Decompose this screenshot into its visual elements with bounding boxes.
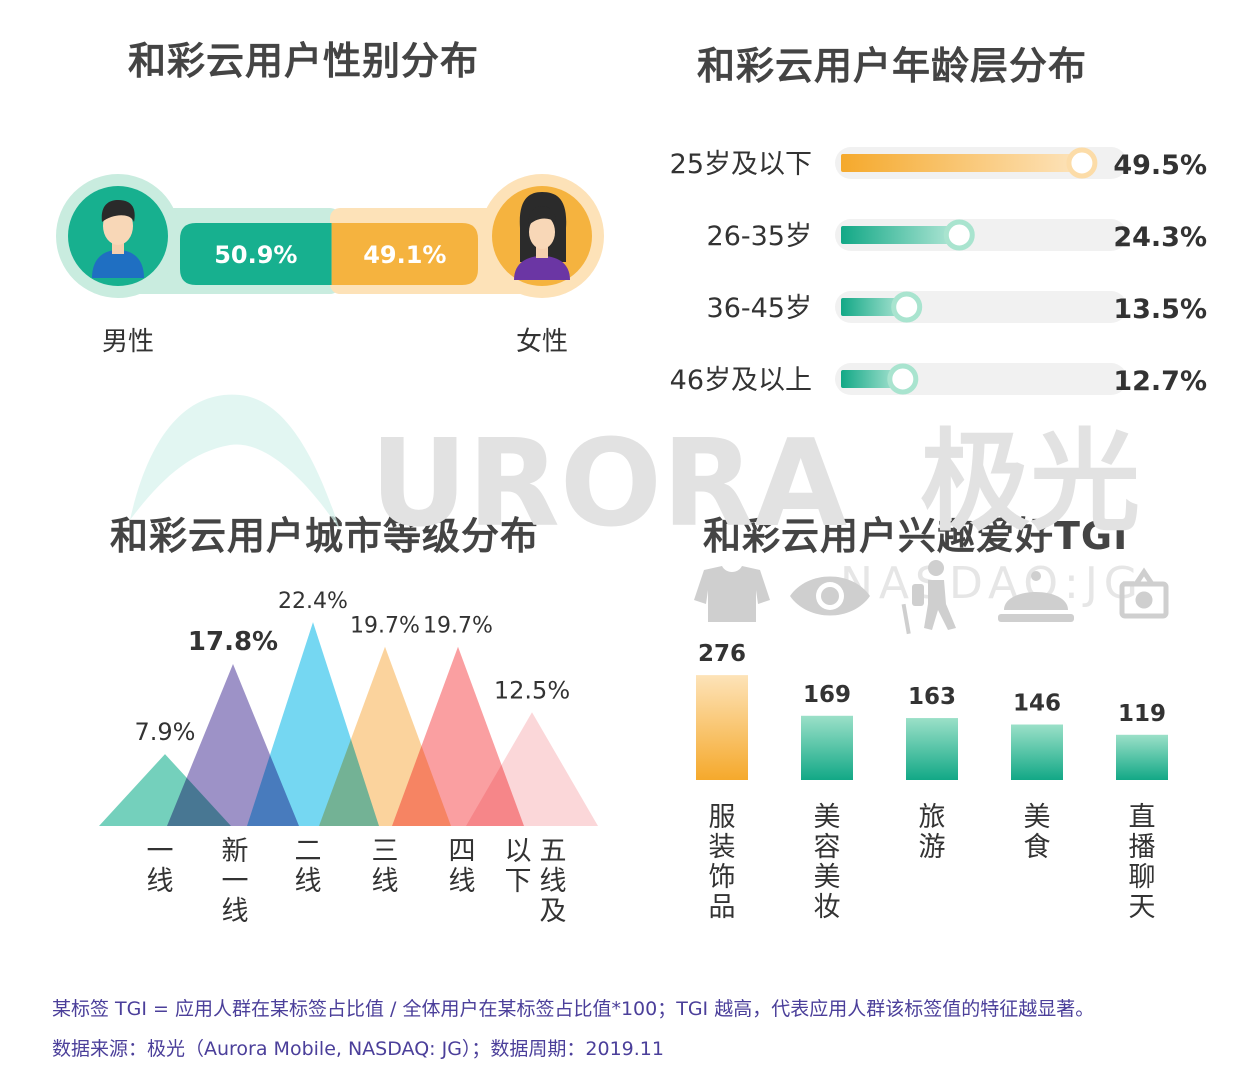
city-value-label: 7.9% [135, 718, 196, 746]
age-chart-title: 和彩云用户年龄层分布 [697, 44, 1088, 88]
interest-bar [1011, 724, 1063, 780]
city-category-label: 新一线 [222, 836, 249, 927]
interest-category-label: 美容美妆 [814, 802, 841, 923]
interest-value-label: 163 [908, 684, 956, 710]
gender-chart-title: 和彩云用户性别分布 [128, 39, 480, 83]
interest-chart: 276 服装饰品 169 美容美妆 163 旅游 146 美食 119 直播聊天 [694, 560, 1169, 923]
age-category-label: 36-45岁 [707, 293, 812, 324]
gender-value-label-male: 50.9% [214, 241, 297, 269]
age-category-label: 46岁及以上 [670, 365, 812, 396]
male-avatar-icon [92, 200, 144, 278]
gender-bar-female [331, 223, 478, 285]
interest-category-label: 美食 [1024, 802, 1051, 863]
age-category-label: 25岁及以下 [670, 149, 812, 180]
city-category-label: 三线 [372, 836, 399, 897]
watermark-text: URORA [370, 415, 847, 554]
age-value-label: 49.5% [1113, 150, 1207, 181]
city-category-label: 四线 [449, 836, 476, 897]
city-value-label: 19.7% [350, 614, 420, 639]
city-value-label: 19.7% [423, 614, 493, 639]
watermark-brand: 极光 [920, 418, 1140, 546]
interest-category-label: 直播聊天 [1129, 802, 1156, 923]
gender-label-male: 男性 [102, 327, 154, 357]
city-category-label: 二线 [295, 836, 322, 897]
age-bar-fill [841, 370, 903, 388]
city-value-label: 12.5% [494, 676, 570, 704]
age-bar-knob [887, 363, 919, 395]
interest-category-label: 旅游 [919, 802, 946, 863]
live-stream-icon [1119, 567, 1169, 619]
interest-value-label: 119 [1118, 701, 1166, 727]
sweater-icon [694, 566, 770, 622]
age-bar-knob [1066, 147, 1098, 179]
watermark-ticker: NASDAQ:JG [840, 558, 1144, 609]
eye-icon [790, 576, 870, 616]
interest-value-label: 146 [1013, 691, 1061, 717]
footnote-tgi: 某标签 TGI = 应用人群在某标签占比值 / 全体用户在某标签占比值*100；… [52, 998, 1095, 1020]
age-chart: 25岁及以下 49.5% 26-35岁 24.3% 36-45岁 13.5% 46岁及以上 1… [670, 147, 1207, 397]
hiker-icon [901, 560, 956, 635]
interest-value-label: 169 [803, 682, 851, 708]
interest-bar [696, 675, 748, 780]
watermark-logo-shape [130, 394, 340, 530]
city-triangle [466, 712, 598, 826]
interest-bar [906, 718, 958, 780]
gender-bar-male [180, 223, 332, 285]
footnote-source: 数据来源：极光（Aurora Mobile, NASDAQ: JG）；数据周期：… [52, 1038, 664, 1060]
age-bar-knob [891, 291, 923, 323]
age-value-label: 12.7% [1113, 366, 1207, 397]
age-category-label: 26-35岁 [707, 221, 812, 252]
age-bar-fill [841, 154, 1082, 172]
gender-chart: 50.9% 49.1% 男性 女性 [56, 174, 604, 357]
dish-cover-icon [998, 571, 1074, 622]
city-chart-title: 和彩云用户城市等级分布 [110, 514, 540, 558]
interest-chart-title: 和彩云用户兴趣爱好TGI [703, 514, 1129, 558]
interest-bar [801, 715, 853, 780]
city-category-label: 五线及以下 [505, 836, 567, 927]
interest-value-label: 276 [698, 641, 746, 667]
age-bar-fill [841, 298, 907, 316]
age-bar-fill [841, 226, 960, 244]
city-chart: 7.9%17.8%22.4%19.7% 19.7%12.5%一线新一线二线三线四线… [99, 589, 598, 927]
age-value-label: 24.3% [1113, 222, 1207, 253]
city-value-label: 17.8% [188, 627, 278, 657]
city-category-label: 一线 [147, 836, 174, 897]
interest-bar [1116, 734, 1168, 780]
female-avatar-icon [514, 192, 570, 280]
age-value-label: 13.5% [1113, 294, 1207, 325]
watermark: URORA 极光 NASDAQ:JG [130, 394, 1144, 609]
city-triangle [392, 646, 524, 826]
gender-value-label-female: 49.1% [363, 241, 446, 269]
gender-label-female: 女性 [516, 327, 568, 357]
age-bar-knob [943, 219, 975, 251]
city-value-label: 22.4% [278, 589, 348, 614]
interest-category-label: 服装饰品 [709, 802, 736, 923]
